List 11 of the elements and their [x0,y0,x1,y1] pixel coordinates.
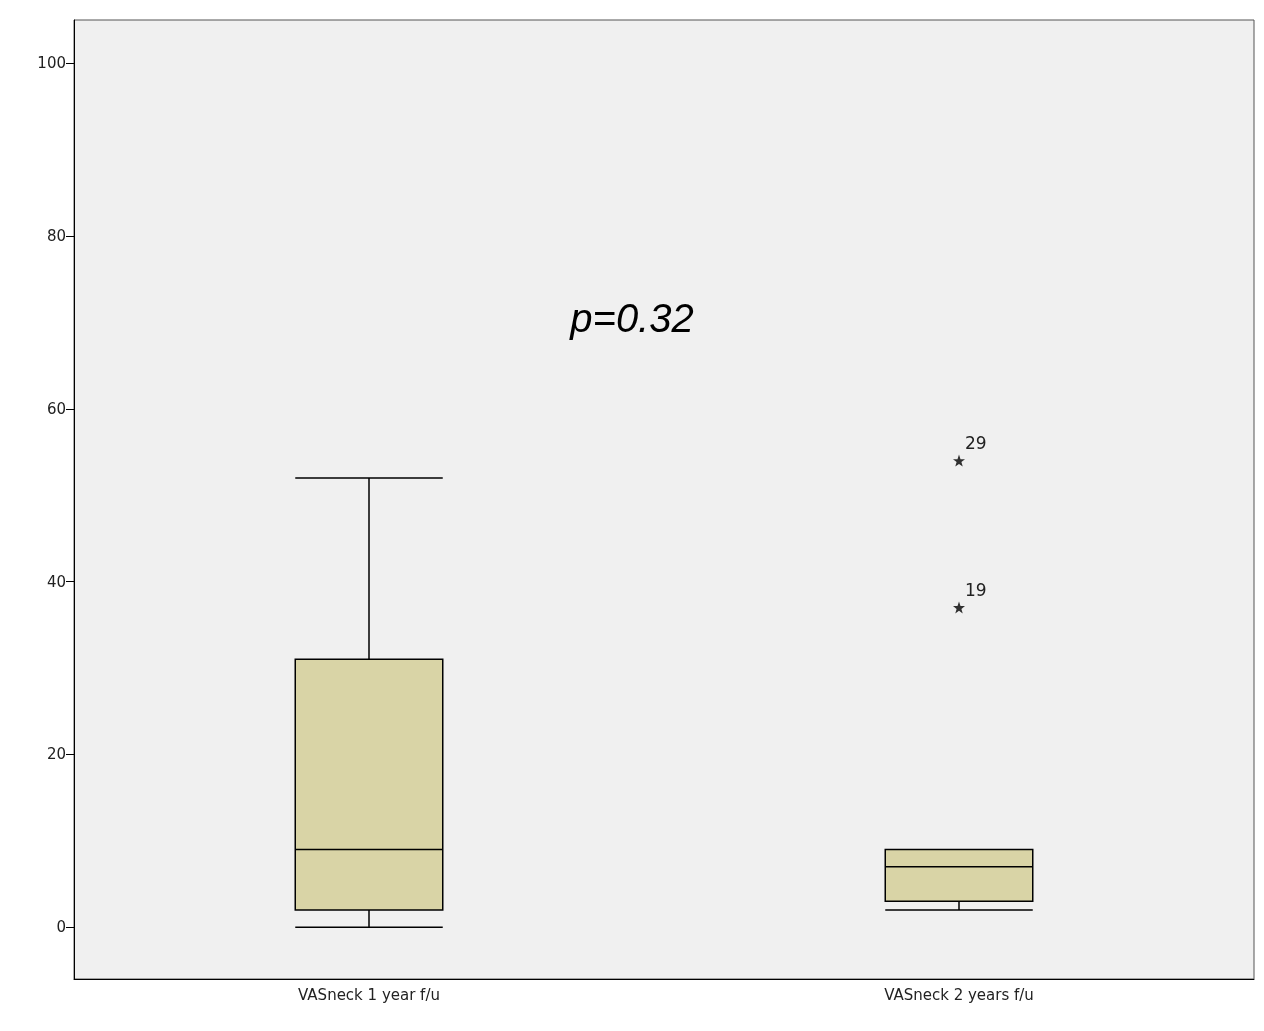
y-tick-label: 0 [56,918,66,937]
y-tick-label: 20 [46,745,66,764]
annotation: 29 [965,433,987,454]
y-tick-label: 100 [37,54,66,73]
y-tick-label: 60 [46,399,66,418]
x-tick-label: VASneck 1 year f/u [298,985,440,1004]
x-tick-label: VASneck 2 years f/u [884,985,1034,1004]
annotation: p=0.32 [569,296,694,340]
y-tick-label: 80 [46,226,66,245]
annotation: 19 [965,580,987,600]
y-tick-label: 40 [46,572,66,591]
